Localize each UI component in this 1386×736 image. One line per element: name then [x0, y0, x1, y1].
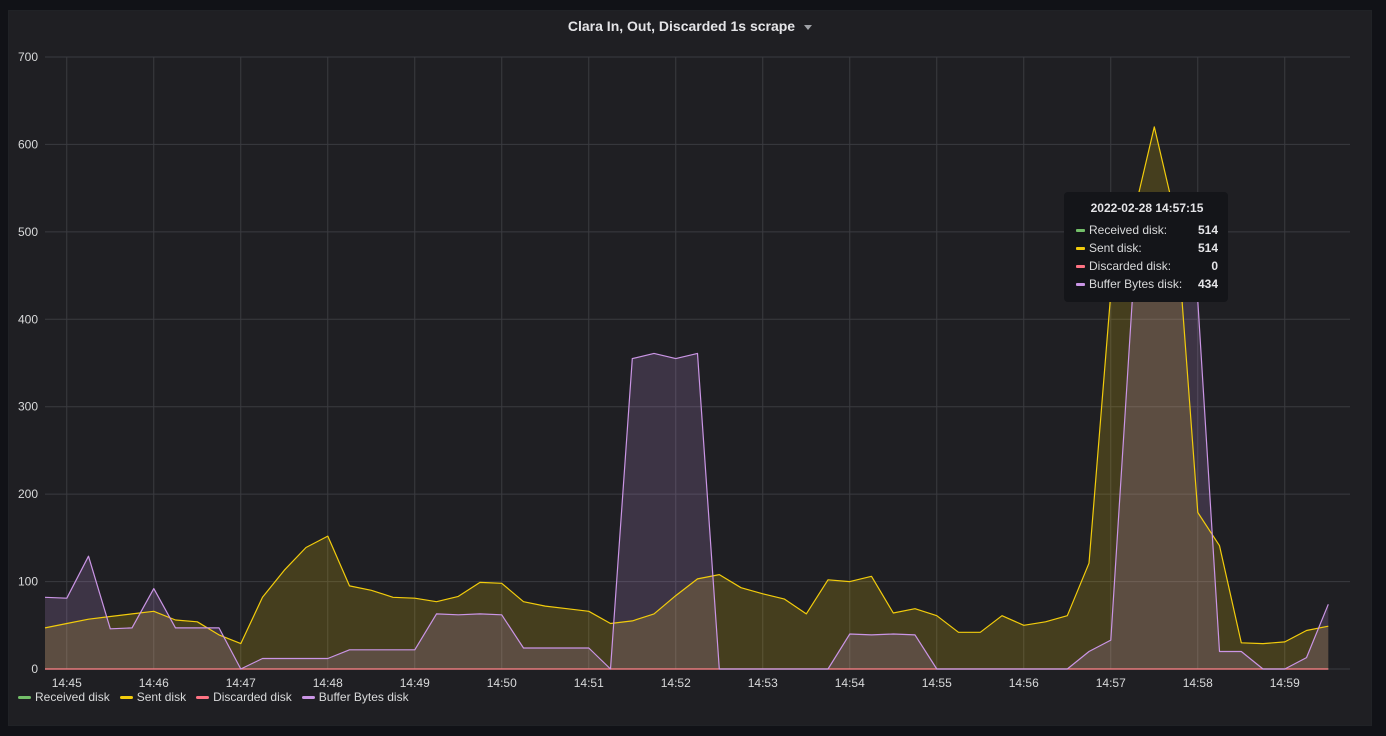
y-tick-label: 300 — [18, 400, 38, 414]
x-tick-label: 14:45 — [52, 676, 82, 690]
tooltip-value: 514 — [1197, 223, 1218, 237]
x-tick-label: 14:58 — [1183, 676, 1213, 690]
tooltip-value: 434 — [1197, 277, 1218, 291]
y-tick-label: 500 — [18, 225, 38, 239]
chevron-down-icon[interactable] — [804, 24, 813, 30]
tooltip-label: Received disk: — [1089, 223, 1168, 237]
legend-label: Sent disk — [136, 690, 187, 704]
x-tick-label: 14:53 — [748, 676, 778, 690]
tooltip-swatch — [1076, 228, 1085, 232]
series-areas — [45, 126, 1329, 669]
tooltip-time: 2022-02-28 14:57:15 — [1090, 201, 1204, 215]
y-tick-label: 600 — [18, 137, 38, 151]
x-tick-label: 14:51 — [574, 676, 604, 690]
series-area-sent-disk — [45, 126, 1329, 669]
series-area-buffer-bytes-disk — [45, 289, 1329, 669]
x-tick-label: 14:52 — [661, 676, 691, 690]
y-axis: 0 100 200 300 400 500 600 700 — [18, 50, 38, 676]
tooltip-swatch — [1076, 282, 1085, 286]
panel-title: Clara In, Out, Discarded 1s scrape — [567, 18, 796, 34]
legend-item-discarded[interactable]: Discarded disk — [196, 690, 292, 704]
tooltip-row-buffer: Buffer Bytes disk: 434 — [1076, 275, 1218, 293]
y-tick-label: 0 — [31, 662, 38, 676]
x-tick-label: 14:56 — [1009, 676, 1039, 690]
legend-swatch — [119, 695, 133, 699]
x-tick-label: 14:48 — [313, 676, 343, 690]
legend: Received disk Sent disk Discarded disk B… — [18, 690, 419, 704]
legend-label: Buffer Bytes disk — [318, 690, 409, 704]
legend-swatch — [196, 695, 210, 699]
x-axis: 14:45 14:46 14:47 14:48 14:49 14:50 14:51 14:52… — [52, 676, 1300, 690]
x-tick-label: 14:49 — [400, 676, 430, 690]
tooltip-swatch — [1076, 246, 1085, 250]
legend-swatch — [301, 695, 315, 699]
legend-label: Received disk — [35, 690, 110, 704]
x-tick-label: 14:50 — [487, 676, 517, 690]
legend-item-buffer[interactable]: Buffer Bytes disk — [301, 690, 409, 704]
y-tick-label: 400 — [18, 312, 38, 326]
y-tick-label: 700 — [18, 50, 38, 64]
panel-title-menu[interactable]: Clara In, Out, Discarded 1s scrape — [9, 18, 1371, 34]
x-tick-label: 14:46 — [139, 676, 169, 690]
x-tick-label: 14:47 — [226, 676, 256, 690]
tooltip-row-received: Received disk: 514 — [1076, 221, 1218, 239]
grid-lines — [45, 56, 1350, 670]
series-line-buffer-bytes-disk — [44, 289, 1329, 670]
y-tick-label: 100 — [18, 575, 38, 589]
x-tick-label: 14:55 — [922, 676, 952, 690]
y-tick-label: 200 — [18, 487, 38, 501]
graph-panel: Clara In, Out, Discarded 1s scrape 0 100 2… — [8, 10, 1372, 726]
tooltip-swatch — [1076, 264, 1085, 268]
legend-label: Discarded disk — [213, 690, 292, 704]
hover-tooltip: 2022-02-28 14:57:15 Received disk: 514 S… — [1064, 192, 1228, 302]
tooltip-label: Buffer Bytes disk: — [1089, 277, 1183, 291]
x-tick-label: 14:54 — [835, 676, 865, 690]
tooltip-label: Sent disk: — [1089, 241, 1142, 255]
x-tick-label: 14:57 — [1096, 676, 1126, 690]
tooltip-value: 0 — [1211, 259, 1218, 273]
tooltip-row-sent: Sent disk: 514 — [1076, 239, 1218, 257]
tooltip-row-discarded: Discarded disk: 0 — [1076, 257, 1218, 275]
legend-swatch — [18, 695, 31, 699]
tooltip-label: Discarded disk: — [1089, 259, 1172, 273]
x-tick-label: 14:59 — [1270, 676, 1300, 690]
legend-item-received[interactable]: Received disk — [18, 690, 110, 704]
legend-item-sent[interactable]: Sent disk — [119, 690, 187, 704]
tooltip-value: 514 — [1197, 241, 1218, 255]
